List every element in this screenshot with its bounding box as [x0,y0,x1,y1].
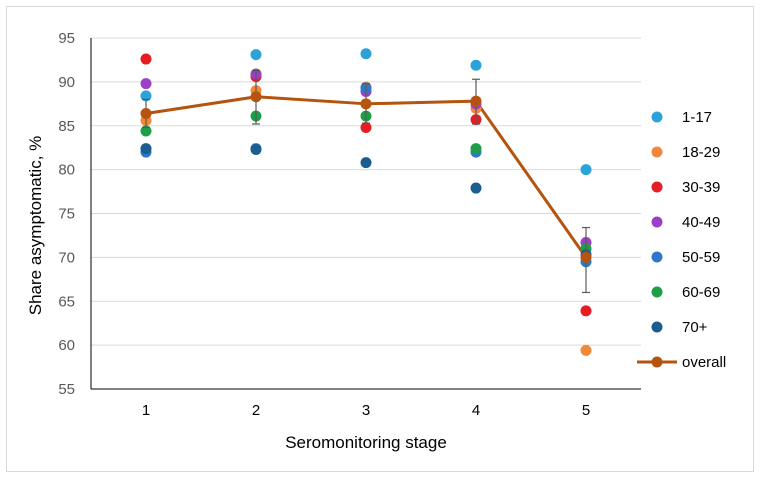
point-70+ [140,143,152,155]
overall-point [140,107,152,119]
y-tick-label: 95 [58,30,75,47]
point-30-39 [140,53,152,65]
legend-label: 60-69 [682,284,720,301]
legend-marker-overall [651,356,663,368]
x-axis-title: Seromonitoring stage [285,433,447,452]
point-60-69 [470,143,482,155]
legend-marker-60-69 [651,286,663,298]
legend-marker-18-29 [651,146,663,158]
legend-label: 70+ [682,319,708,336]
y-tick-label: 80 [58,162,75,179]
point-1-17 [250,49,262,61]
legend-marker-30-39 [651,181,663,193]
point-1-17 [580,164,592,176]
overall-point [250,91,262,103]
legend-label: 1-17 [682,109,712,126]
point-18-29 [580,344,592,356]
y-tick-label: 75 [58,206,75,223]
legend-label: 50-59 [682,249,720,266]
y-tick-label: 55 [58,381,75,398]
x-tick-label: 1 [142,402,150,419]
point-1-17 [140,90,152,102]
point-70+ [470,182,482,194]
x-tick-label: 2 [252,402,260,419]
x-tick-label: 3 [362,402,370,419]
overall-point [470,95,482,107]
legend-marker-70+ [651,321,663,333]
point-70+ [250,143,262,155]
point-60-69 [140,125,152,137]
legend-label: 30-39 [682,179,720,196]
x-tick-label: 4 [472,402,480,419]
overall-point [360,98,372,110]
y-tick-label: 60 [58,337,75,354]
chart-frame: 55 60 65 70 75 80 85 90 95 1 2 3 4 5 Seromonitoring st… [6,6,754,472]
overall-point [580,251,592,263]
y-tick-label: 85 [58,118,75,135]
legend-marker-50-59 [651,251,663,263]
legend-marker-40-49 [651,216,663,228]
y-axis-title: Share asymptomatic, % [26,136,45,316]
chart: 55 60 65 70 75 80 85 90 95 1 2 3 4 5 Seromonitoring st… [26,30,726,452]
legend-marker-1-17 [651,111,663,123]
x-tick-label: 5 [582,402,590,419]
point-70+ [360,157,372,169]
legend-label: 18-29 [682,144,720,161]
point-1-17 [360,48,372,60]
point-30-39 [360,122,372,134]
point-30-39 [580,305,592,317]
point-1-17 [470,59,482,71]
y-tick-label: 70 [58,249,75,266]
point-40-49 [140,78,152,90]
y-tick-label: 90 [58,74,75,91]
legend-label: overall [682,354,726,371]
y-tick-label: 65 [58,293,75,310]
legend-label: 40-49 [682,214,720,231]
